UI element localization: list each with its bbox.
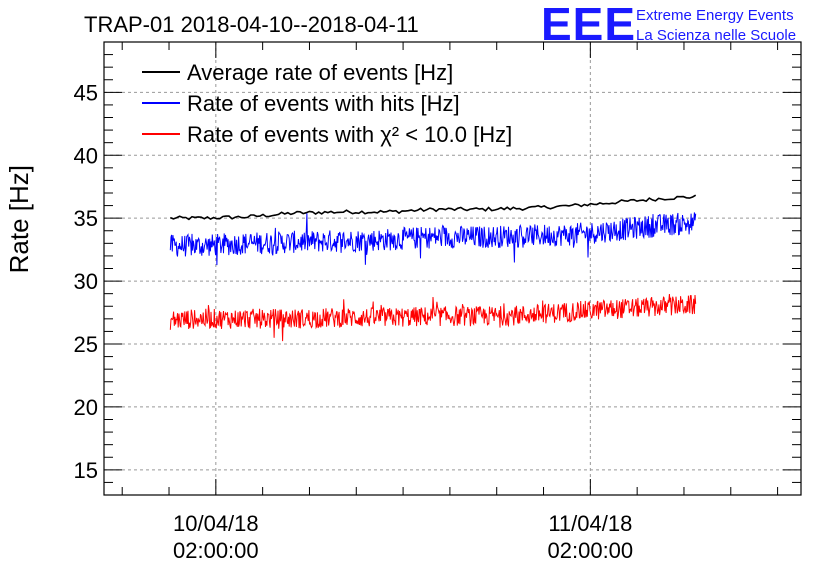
chart-title: TRAP-01 2018-04-10--2018-04-11 xyxy=(84,12,419,37)
series-layer xyxy=(169,194,697,342)
y-tick-label: 20 xyxy=(74,395,98,420)
x-tick-label-time: 02:00:00 xyxy=(173,538,259,563)
logo-line-1: Extreme Energy Events xyxy=(636,7,794,24)
tick-labels: 1520253035404510/04/1802:00:0011/04/1802… xyxy=(74,80,634,563)
series-hits xyxy=(169,212,697,266)
series-chi2 xyxy=(169,294,697,342)
y-tick-label: 45 xyxy=(74,80,98,105)
y-axis-label: Rate [Hz] xyxy=(4,165,34,273)
x-tick-label-time: 02:00:00 xyxy=(548,538,634,563)
y-tick-label: 30 xyxy=(74,269,98,294)
series-average xyxy=(169,194,697,221)
y-tick-label: 15 xyxy=(74,458,98,483)
x-tick-label-date: 11/04/18 xyxy=(548,511,632,536)
legend: Average rate of events [Hz] Rate of even… xyxy=(142,60,512,147)
logo-line-2: La Scienza nelle Scuole xyxy=(636,27,796,44)
y-tick-label: 25 xyxy=(74,332,98,357)
axis-ticks xyxy=(104,41,801,496)
x-tick-label-date: 10/04/18 xyxy=(173,511,259,536)
eee-logo: EEE Extreme Energy Events La Scienza nel… xyxy=(541,0,796,50)
legend-label-chi2: Rate of events with χ² < 10.0 [Hz] xyxy=(187,122,512,147)
legend-label-hits: Rate of events with hits [Hz] xyxy=(187,91,460,116)
y-tick-label: 35 xyxy=(74,206,98,231)
legend-label-average: Average rate of events [Hz] xyxy=(187,60,453,85)
y-tick-label: 40 xyxy=(74,143,98,168)
